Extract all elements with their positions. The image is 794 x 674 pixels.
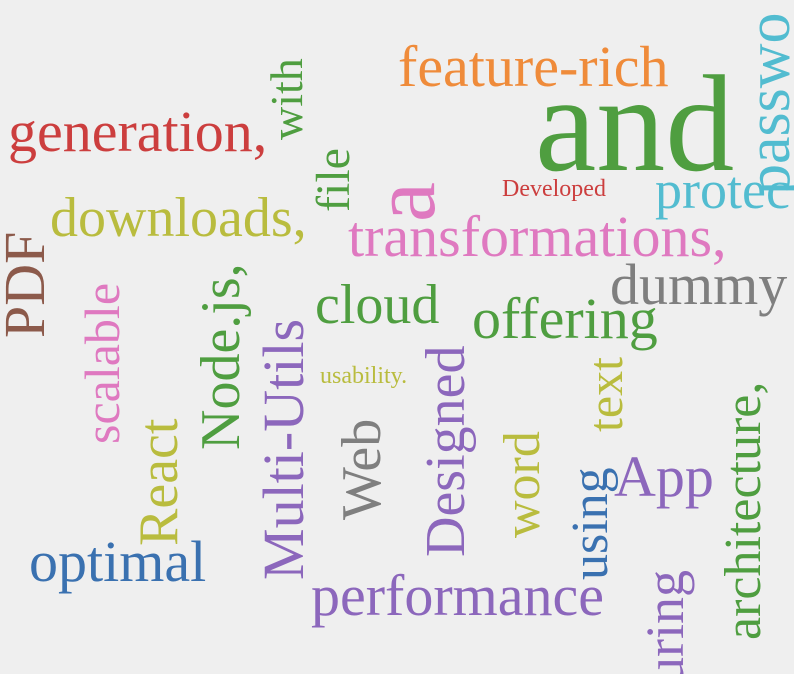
word-with: with bbox=[261, 58, 312, 140]
word-architecture: architecture, bbox=[715, 381, 772, 640]
word-offering: offering bbox=[472, 286, 658, 351]
word-text: text bbox=[577, 357, 633, 432]
word-multi-utils: Multi-Utils bbox=[251, 318, 316, 580]
word-feature-rich: feature-rich bbox=[398, 34, 669, 99]
word-cloud: cloud bbox=[315, 274, 440, 336]
word-scalable: scalable bbox=[74, 282, 130, 444]
word-performance: performance bbox=[311, 563, 605, 628]
word-web: Web bbox=[331, 418, 393, 520]
word-optimal: optimal bbox=[29, 529, 207, 594]
word-developed: Developed bbox=[502, 176, 606, 202]
word-usability: usability. bbox=[320, 363, 408, 389]
word-passwo: passwo bbox=[735, 12, 794, 195]
word-downloads: downloads, bbox=[50, 187, 307, 249]
word-app: App bbox=[614, 444, 714, 509]
word-generation: generation, bbox=[8, 99, 268, 164]
word-file: file bbox=[307, 148, 360, 212]
word-transformations: transformations, bbox=[348, 204, 727, 269]
word-protec: protec bbox=[655, 160, 790, 220]
word-dummy: dummy bbox=[610, 252, 788, 317]
word-and: and bbox=[535, 47, 735, 200]
word-react: React bbox=[128, 418, 190, 546]
word-pdf: PDF bbox=[0, 231, 57, 338]
word-designed: Designed bbox=[415, 345, 477, 557]
word-a: a bbox=[355, 182, 454, 222]
word-nodejs: Node.js, bbox=[190, 263, 252, 450]
word-using: using bbox=[562, 467, 619, 580]
word-word: word bbox=[494, 431, 551, 538]
word-suring: suring bbox=[635, 570, 695, 674]
